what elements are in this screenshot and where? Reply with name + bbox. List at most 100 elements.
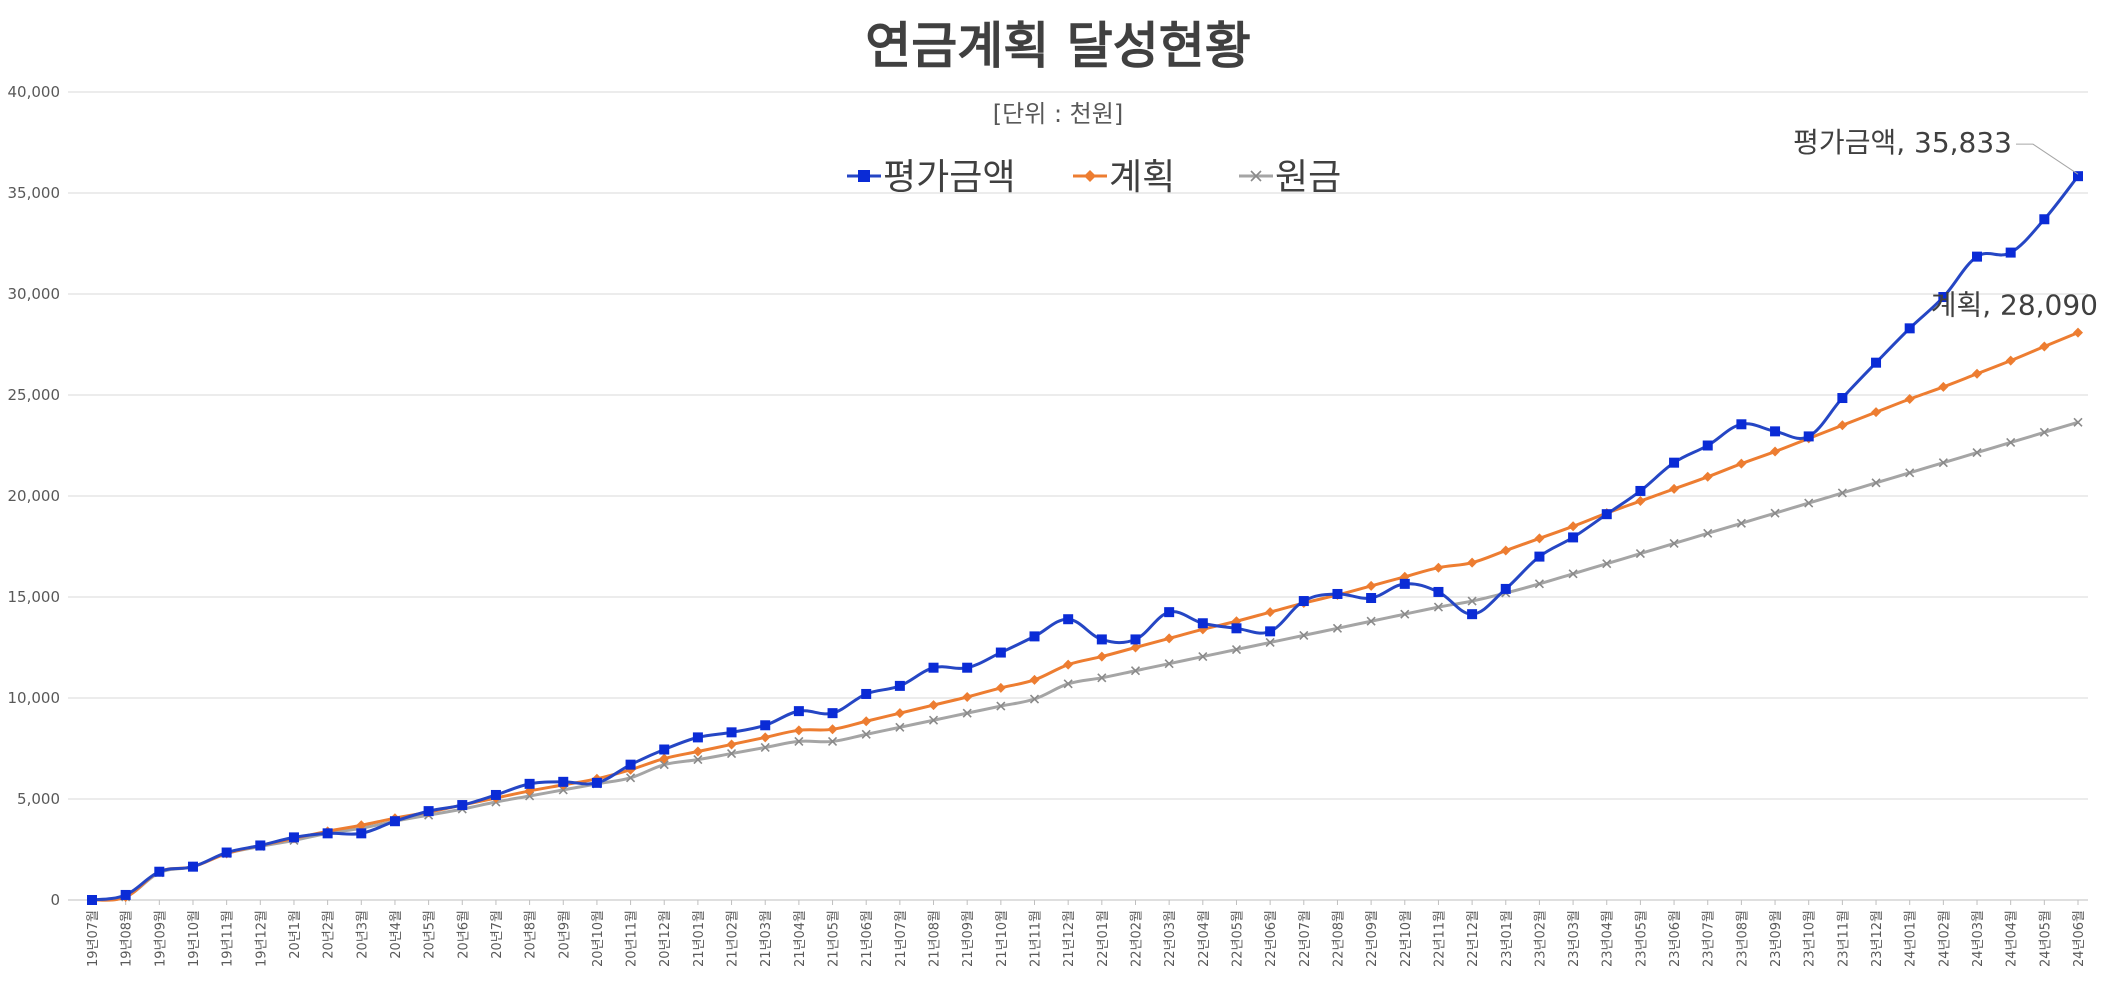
data-point — [1130, 634, 1141, 645]
data-point — [457, 800, 468, 811]
data-point — [995, 647, 1006, 658]
x-tick-label: 21년04월 — [793, 910, 808, 967]
data-point — [895, 722, 905, 732]
x-tick-label: 22년06월 — [1264, 910, 1279, 967]
data-point — [1399, 578, 1410, 589]
x-tick-label: 20년9월 — [557, 910, 572, 959]
data-point — [1366, 580, 1377, 591]
data-point — [827, 708, 838, 719]
y-tick-label: 40,000 — [8, 83, 61, 101]
data-point — [1770, 446, 1781, 457]
data-point — [1736, 458, 1747, 469]
x-tick-label: 21년06월 — [860, 910, 875, 967]
data-point — [861, 716, 872, 727]
x-tick-label: 23년10월 — [1803, 910, 1818, 967]
data-point — [1803, 431, 1814, 442]
data-point — [1568, 532, 1579, 543]
y-tick-label: 10,000 — [8, 689, 61, 707]
data-point — [1905, 468, 1915, 478]
data-point — [1904, 394, 1915, 405]
x-tick-label: 22년12월 — [1466, 910, 1481, 967]
data-point — [558, 785, 568, 795]
series-group — [87, 171, 2083, 905]
data-point — [221, 847, 232, 858]
x-tick-label: 24년03월 — [1971, 910, 1986, 967]
data-point — [1602, 559, 1612, 569]
data-point — [1972, 251, 1983, 262]
x-tick-label: 20년11월 — [625, 910, 640, 967]
data-point — [793, 725, 804, 736]
x-tick-label: 22년11월 — [1432, 910, 1447, 967]
y-tick-label: 0 — [50, 891, 60, 909]
data-point — [1029, 674, 1040, 685]
data-point — [1669, 457, 1680, 468]
data-point — [1837, 420, 1848, 431]
legend: 평가금액 계획 원금 — [847, 157, 1341, 198]
data-point — [591, 777, 602, 788]
data-point — [2039, 341, 2050, 352]
x-tick-label: 23년06월 — [1668, 910, 1683, 967]
data-point — [928, 662, 939, 673]
data-point — [2039, 214, 2050, 225]
data-point — [659, 753, 670, 764]
data-point — [962, 708, 972, 718]
data-point — [1938, 458, 1948, 468]
data-point — [1265, 626, 1276, 637]
data-point — [1702, 471, 1713, 482]
data-point — [1669, 483, 1680, 494]
data-point — [1400, 609, 1410, 619]
x-tick-label: 20년3월 — [355, 910, 370, 959]
data-point — [1164, 659, 1174, 669]
x-tick-label: 21년11월 — [1029, 910, 1044, 967]
x-tick-label: 19년09월 — [153, 910, 168, 967]
data-point — [894, 708, 905, 719]
data-point — [995, 682, 1006, 693]
x-tick-label: 21년08월 — [928, 910, 943, 967]
data-point — [1871, 407, 1882, 418]
data-point — [1467, 557, 1478, 568]
data-point — [827, 736, 838, 746]
data-point — [154, 866, 165, 877]
x-tick-label: 22년04월 — [1197, 910, 1212, 967]
x-tick-label: 24년05월 — [2038, 910, 2053, 967]
y-tick-label: 20,000 — [8, 487, 61, 505]
x-tick-label: 20년6월 — [456, 910, 471, 959]
data-point — [490, 789, 501, 800]
x-tick-label: 22년02월 — [1129, 910, 1144, 967]
data-label: 평가금액, 35,833 — [1793, 126, 2012, 159]
data-point — [423, 806, 434, 817]
data-point — [861, 688, 872, 699]
x-tick-label: 20년12월 — [658, 910, 673, 967]
series-0 — [87, 171, 2083, 905]
x-tick-label: 23년12월 — [1870, 910, 1885, 967]
data-point — [1972, 368, 1983, 379]
data-point — [2073, 171, 2083, 182]
x-tick-label: 22년05월 — [1230, 910, 1245, 967]
data-point — [1500, 545, 1511, 556]
data-point — [1736, 518, 1746, 528]
data-point — [1568, 521, 1579, 532]
y-tick-label: 5,000 — [17, 790, 60, 808]
data-point — [928, 715, 939, 725]
data-point — [1601, 509, 1612, 520]
data-point — [692, 732, 703, 743]
x-tick-label: 22년08월 — [1331, 910, 1346, 967]
data-point — [1568, 569, 1578, 579]
data-point — [626, 773, 636, 783]
data-point — [87, 895, 97, 905]
data-point — [726, 739, 737, 750]
data-point — [1029, 631, 1040, 642]
data-point — [962, 662, 973, 673]
data-point — [322, 828, 333, 839]
x-tick-label: 22년03월 — [1163, 910, 1178, 967]
data-point — [1635, 485, 1646, 496]
series-line — [91, 175, 2080, 902]
data-point — [726, 727, 737, 738]
y-tick-label: 30,000 — [8, 285, 61, 303]
data-point — [1063, 614, 1074, 625]
data-point — [1669, 538, 1679, 549]
data-point — [356, 820, 367, 831]
data-point — [2073, 417, 2083, 427]
legend-marker — [1250, 170, 1262, 182]
data-point — [1130, 642, 1141, 653]
